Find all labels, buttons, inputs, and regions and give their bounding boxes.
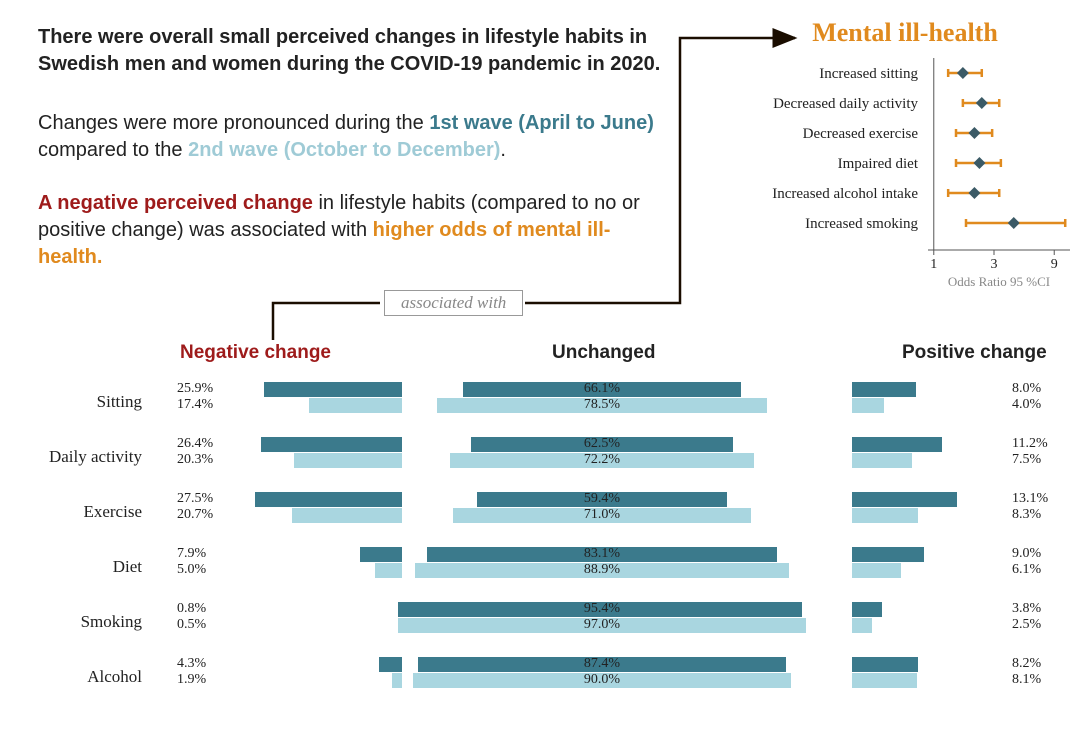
bar-pos-w2 <box>852 563 901 578</box>
bar-pos-w2 <box>852 453 912 468</box>
bar-pos-w2 <box>852 673 917 688</box>
bar-neg-pct-w1: 26.4% <box>177 436 213 452</box>
bar-pos-w2 <box>852 508 918 523</box>
bar-pos-pct-w2: 6.1% <box>1012 562 1041 578</box>
svg-text:Decreased exercise: Decreased exercise <box>803 126 919 142</box>
bar-pos-pct-w1: 13.1% <box>1012 491 1048 507</box>
intro-paragraph-1: There were overall small perceived chang… <box>38 24 668 78</box>
bar-neg-pct-w2: 1.9% <box>177 672 206 688</box>
svg-text:Increased alcohol intake: Increased alcohol intake <box>772 186 918 202</box>
bar-pos-w1 <box>852 437 942 452</box>
bar-neg-pct-w2: 17.4% <box>177 397 213 413</box>
bar-unch-w2: 78.5% <box>437 398 767 413</box>
bar-neg-pct-w1: 4.3% <box>177 656 206 672</box>
svg-text:Increased sitting: Increased sitting <box>819 66 918 82</box>
bar-pos-pct-w2: 7.5% <box>1012 452 1041 468</box>
intro-paragraph-2: Changes were more pronounced during the … <box>38 110 668 164</box>
intro-p2-a: Changes were more pronounced during the <box>38 112 429 134</box>
bar-row: Daily activity26.4%20.3%62.5%72.2%11.2%7… <box>32 437 1062 481</box>
bar-category-label: Exercise <box>12 502 142 522</box>
svg-text:Odds Ratio 95 %CI: Odds Ratio 95 %CI <box>948 274 1050 289</box>
associated-with-pill: associated with <box>384 290 523 316</box>
bar-neg-w2 <box>294 453 402 468</box>
bar-unch-w1: 83.1% <box>427 547 776 562</box>
bar-category-label: Sitting <box>12 392 142 412</box>
forest-plot: Mental ill-health 139Increased sittingDe… <box>740 18 1070 60</box>
svg-text:Impaired diet: Impaired diet <box>838 156 919 172</box>
bar-neg-pct-w1: 7.9% <box>177 546 206 562</box>
bar-pos-w1 <box>852 492 957 507</box>
bar-unch-w1: 87.4% <box>418 657 785 672</box>
intro-p3-a: A negative perceived change <box>38 192 313 214</box>
bar-category-label: Alcohol <box>12 667 142 687</box>
bar-neg-pct-w1: 25.9% <box>177 381 213 397</box>
bar-unch-w2: 90.0% <box>413 673 791 688</box>
bar-unch-w1: 66.1% <box>463 382 741 397</box>
bar-pos-pct-w1: 8.0% <box>1012 381 1041 397</box>
bar-neg-w2 <box>309 398 402 413</box>
bar-pos-pct-w1: 3.8% <box>1012 601 1041 617</box>
bar-unch-w1: 62.5% <box>471 437 734 452</box>
bar-pos-w1 <box>852 657 918 672</box>
bar-unch-w2: 97.0% <box>398 618 805 633</box>
bar-pos-pct-w2: 8.3% <box>1012 507 1041 523</box>
bar-neg-pct-w1: 0.8% <box>177 601 206 617</box>
bar-neg-pct-w2: 20.7% <box>177 507 213 523</box>
bar-header-pos: Positive change <box>902 342 1047 364</box>
bar-unch-w1: 59.4% <box>477 492 726 507</box>
bar-neg-pct-w2: 0.5% <box>177 617 206 633</box>
bar-pos-pct-w2: 2.5% <box>1012 617 1041 633</box>
bar-neg-w1 <box>360 547 402 562</box>
bar-category-label: Smoking <box>12 612 142 632</box>
svg-text:Increased smoking: Increased smoking <box>805 216 918 232</box>
bar-neg-w1 <box>379 657 402 672</box>
bar-row: Alcohol4.3%1.9%87.4%90.0%8.2%8.1% <box>32 657 1062 701</box>
svg-text:1: 1 <box>930 257 937 272</box>
svg-text:3: 3 <box>991 257 998 272</box>
svg-text:9: 9 <box>1051 257 1058 272</box>
bar-pos-pct-w2: 4.0% <box>1012 397 1041 413</box>
intro-wave2: 2nd wave (October to December) <box>188 139 500 161</box>
forest-title: Mental ill-health <box>740 18 1070 48</box>
bar-neg-w2 <box>375 563 402 578</box>
intro-paragraph-3: A negative perceived change in lifestyle… <box>38 190 668 271</box>
bar-pos-pct-w1: 11.2% <box>1012 436 1048 452</box>
bar-row: Smoking0.8%0.5%95.4%97.0%3.8%2.5% <box>32 602 1062 646</box>
bar-neg-w2 <box>392 673 402 688</box>
bar-neg-pct-w2: 20.3% <box>177 452 213 468</box>
bar-pos-w2 <box>852 398 884 413</box>
intro-wave1: 1st wave (April to June) <box>429 112 654 134</box>
bar-category-label: Diet <box>12 557 142 577</box>
bar-unch-w2: 71.0% <box>453 508 751 523</box>
bar-pos-pct-w2: 8.1% <box>1012 672 1041 688</box>
bar-pos-w1 <box>852 547 924 562</box>
bar-pos-w1 <box>852 382 916 397</box>
bar-category-label: Daily activity <box>12 447 142 467</box>
bar-neg-w1 <box>255 492 402 507</box>
bar-pos-pct-w1: 8.2% <box>1012 656 1041 672</box>
intro-p2-c: . <box>500 139 506 161</box>
bar-neg-w1 <box>261 437 402 452</box>
bar-pos-w2 <box>852 618 872 633</box>
bar-header-neg: Negative change <box>180 342 331 364</box>
bar-neg-pct-w2: 5.0% <box>177 562 206 578</box>
bar-pos-w1 <box>852 602 882 617</box>
bar-pos-pct-w1: 9.0% <box>1012 546 1041 562</box>
bar-unch-w2: 72.2% <box>450 453 753 468</box>
bar-unch-w2: 88.9% <box>415 563 788 578</box>
intro-p2-b: compared to the <box>38 139 188 161</box>
svg-text:Decreased daily activity: Decreased daily activity <box>773 96 918 112</box>
forest-svg: 1 3 9 Increased sitting Decreased daily acti… <box>740 58 1070 292</box>
bar-unch-w1: 95.4% <box>402 602 803 617</box>
bar-row: Diet7.9%5.0%83.1%88.9%9.0%6.1% <box>32 547 1062 591</box>
bar-neg-w2 <box>292 508 402 523</box>
bar-row: Sitting25.9%17.4%66.1%78.5%8.0%4.0% <box>32 382 1062 426</box>
bar-header-unch: Unchanged <box>552 342 655 364</box>
bar-neg-w1 <box>264 382 402 397</box>
bar-neg-pct-w1: 27.5% <box>177 491 213 507</box>
bar-row: Exercise27.5%20.7%59.4%71.0%13.1%8.3% <box>32 492 1062 536</box>
